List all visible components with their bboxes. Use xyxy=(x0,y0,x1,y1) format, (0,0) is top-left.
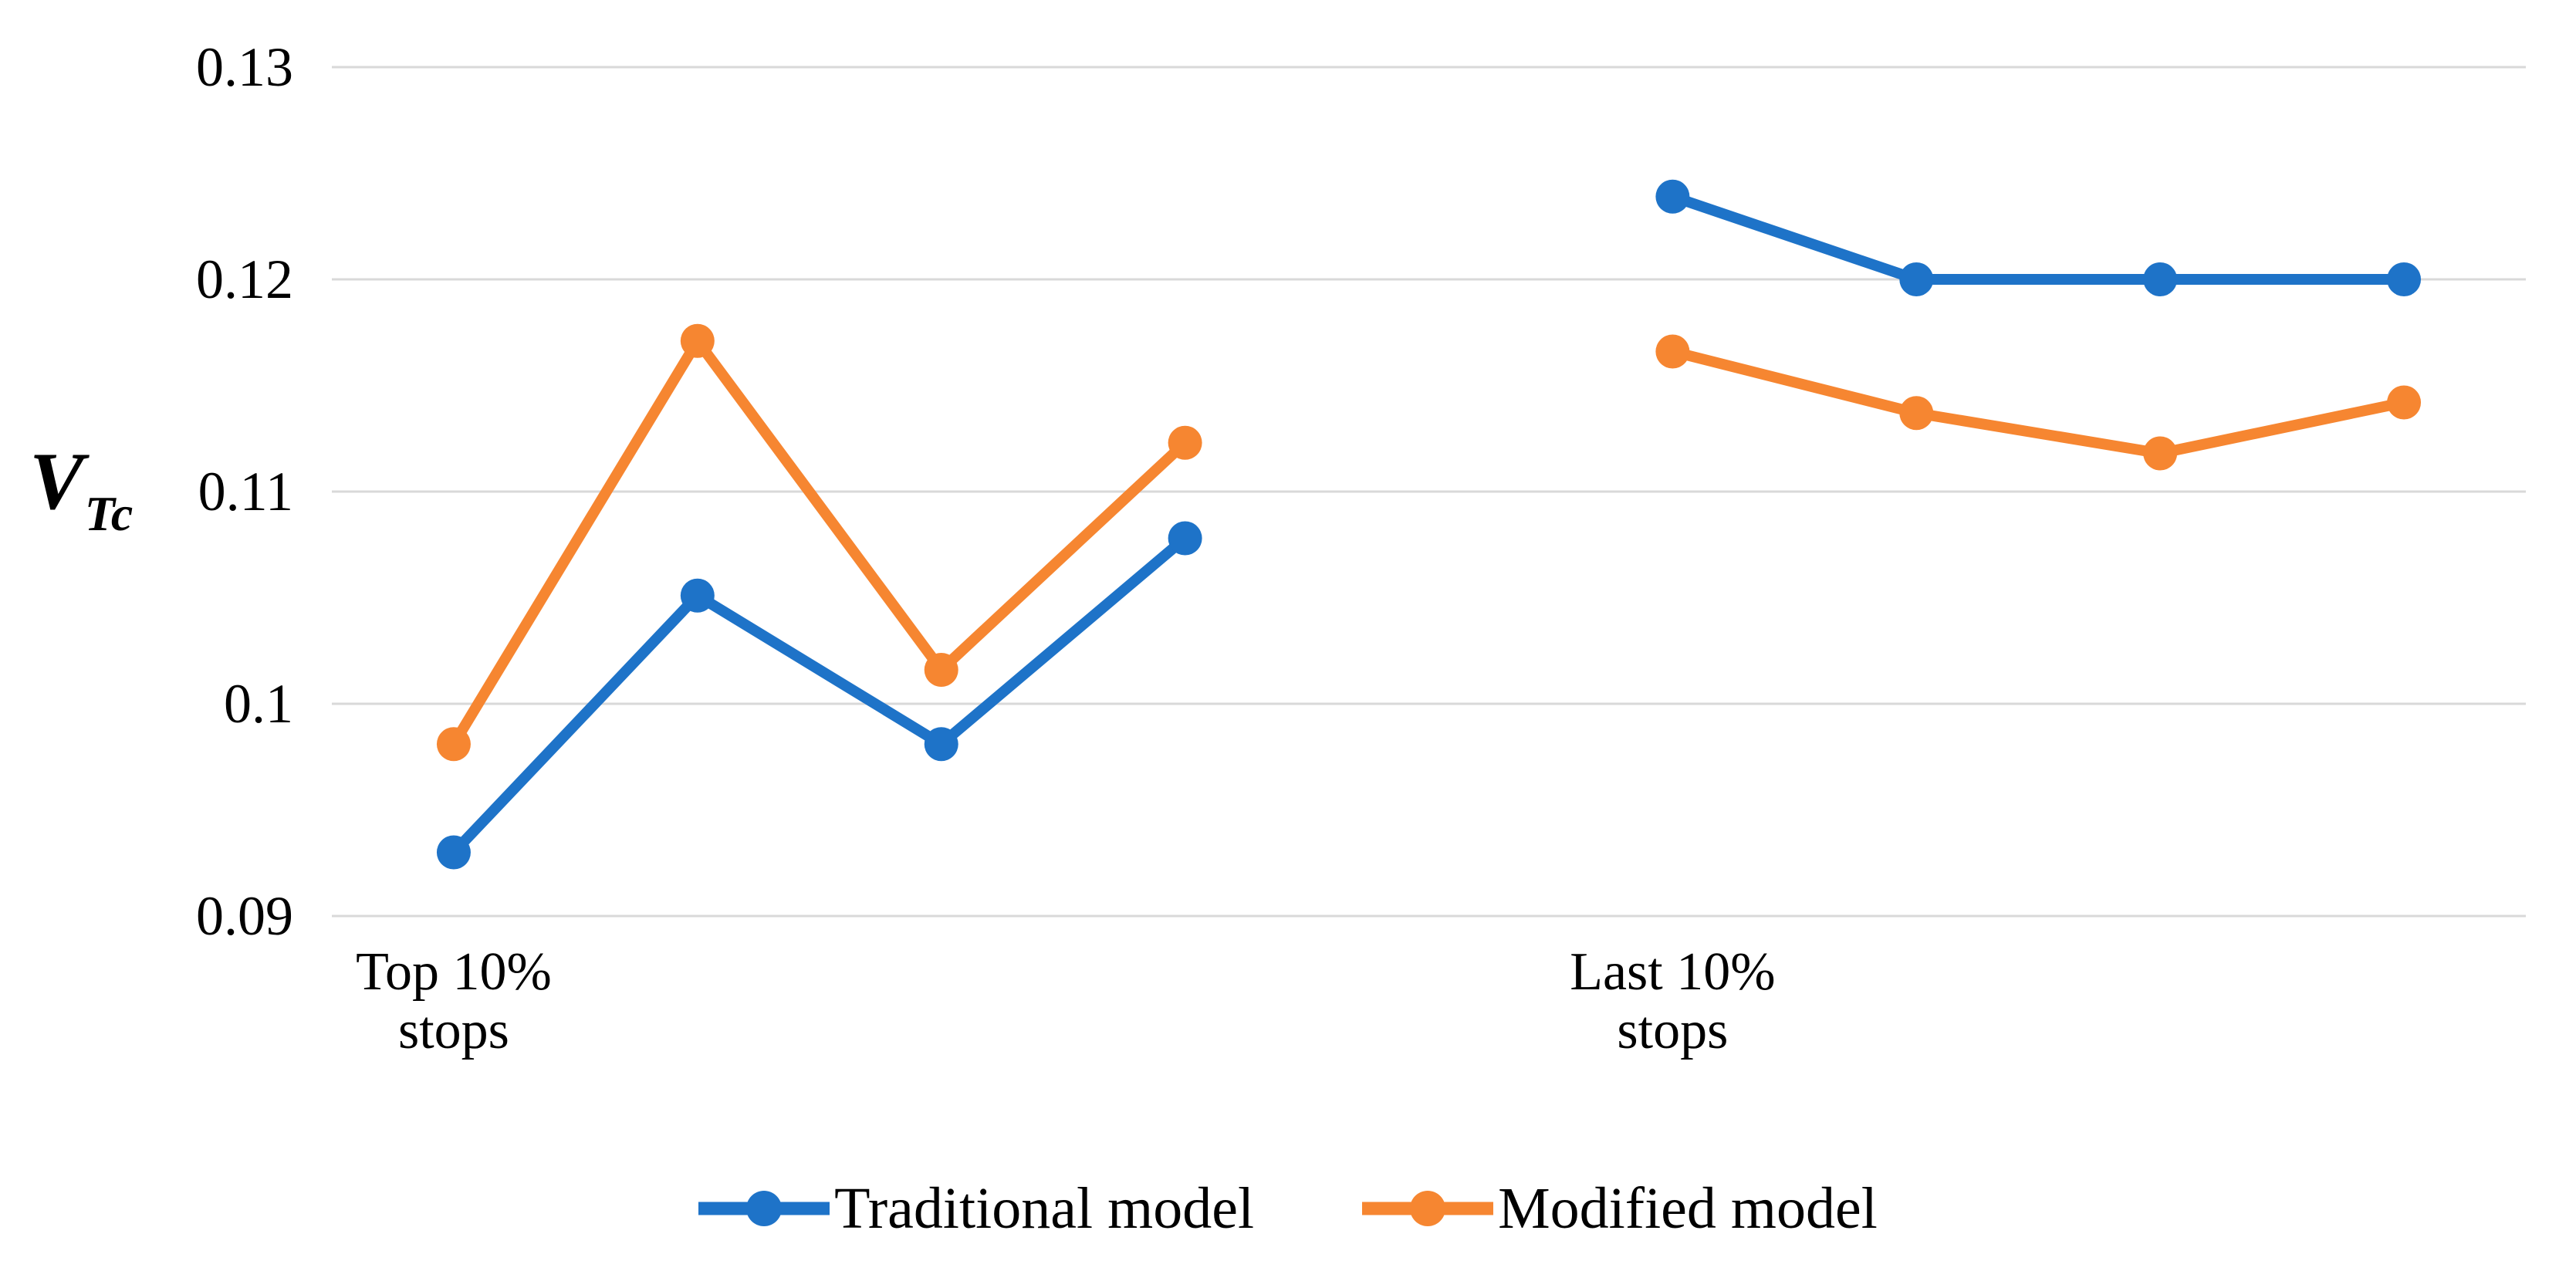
data-point-marker-traditional-model xyxy=(1899,262,1934,296)
y-tick-label: 0.12 xyxy=(196,248,293,310)
data-point-marker-traditional-model xyxy=(1655,179,1690,214)
data-point-marker-modified-model xyxy=(2387,385,2422,420)
y-tick-label: 0.13 xyxy=(196,36,293,98)
series-line-modified-model xyxy=(448,335,1189,747)
data-point-marker-traditional-model xyxy=(680,578,715,613)
legend-swatch-icon xyxy=(1362,1191,1494,1226)
data-point-marker-modified-model xyxy=(680,323,715,358)
series-line-modified-model xyxy=(1671,346,2405,459)
data-point-marker-traditional-model xyxy=(436,835,471,870)
y-tick-label: 0.11 xyxy=(198,461,293,522)
y-axis-title-main: V xyxy=(29,436,85,526)
x-axis-label-line: Last 10% xyxy=(1570,942,1776,1002)
series-line-traditional-model xyxy=(1671,191,2405,285)
data-point-marker-modified-model xyxy=(2143,436,2178,471)
legend-swatch-icon xyxy=(698,1191,830,1226)
x-axis-label-line: Top 10% xyxy=(356,942,552,1002)
data-point-marker-traditional-model xyxy=(2387,262,2422,296)
legend: Traditional model Modified model xyxy=(0,1173,2576,1244)
x-axis-group-label: Last 10% stops xyxy=(1425,943,1919,1060)
series-line-traditional-model xyxy=(449,534,1189,857)
y-tick-label: 0.1 xyxy=(224,673,293,735)
data-point-marker-modified-model xyxy=(1899,396,1934,431)
data-point-marker-modified-model xyxy=(1655,334,1690,369)
data-point-marker-modified-model xyxy=(436,727,471,762)
data-point-marker-modified-model xyxy=(924,653,958,687)
data-point-marker-traditional-model xyxy=(2143,262,2178,296)
x-axis-label-line: stops xyxy=(397,1001,509,1060)
legend-label: Modified model xyxy=(1498,1176,1878,1241)
x-axis-label-line: stops xyxy=(1617,1001,1729,1060)
data-point-marker-traditional-model xyxy=(1168,521,1202,556)
legend-item-traditional-model: Traditional model xyxy=(698,1173,1254,1244)
legend-label: Traditional model xyxy=(834,1176,1255,1241)
data-point-marker-modified-model xyxy=(1168,425,1202,460)
legend-item-modified-model: Modified model xyxy=(1362,1173,1878,1244)
y-tick-label: 0.09 xyxy=(196,885,293,947)
y-axis-title: VTc xyxy=(29,434,134,539)
data-point-marker-traditional-model xyxy=(924,727,958,762)
y-axis-title-subscript: Tc xyxy=(84,486,134,541)
x-axis-group-label: Top 10% stops xyxy=(207,943,701,1060)
